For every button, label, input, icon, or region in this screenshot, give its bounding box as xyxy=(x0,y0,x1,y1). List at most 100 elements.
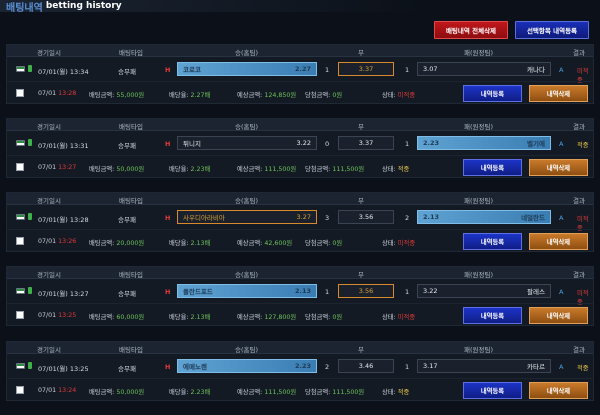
win-amount: 당첨금액: 0원 xyxy=(305,90,342,99)
delete-detail-button[interactable]: 내역삭제 xyxy=(529,382,588,399)
bet-card: 경기일시 배팅타입 승(홈팀) 무 패(원정팀) 결과 07/01(월) 13:… xyxy=(6,192,594,252)
expected-label: 예상금액: xyxy=(237,314,263,321)
col-date: 경기일시 xyxy=(37,123,61,131)
draw-odds-button[interactable]: 3.56 xyxy=(338,284,394,298)
home-odds-button[interactable]: 에메노렌 2.23 xyxy=(177,359,317,373)
col-lose: 패(원정팀) xyxy=(464,346,493,354)
bet-date: 07/01 xyxy=(38,312,57,319)
odds-rate-value: 2.23배 xyxy=(190,389,211,396)
result-marker: A xyxy=(559,363,564,371)
odds-rate-value: 2.13배 xyxy=(190,314,211,321)
bet-amount: 배팅금액: 50,000원 xyxy=(89,164,144,173)
select-checkbox[interactable] xyxy=(16,237,24,245)
card-header: 경기일시 배팅타입 승(홈팀) 무 패(원정팀) 결과 xyxy=(7,119,593,131)
col-date: 경기일시 xyxy=(37,346,61,354)
away-score: 1 xyxy=(405,66,410,74)
draw-odds-button[interactable]: 3.37 xyxy=(338,136,394,150)
home-odds: 2.27 xyxy=(294,65,311,73)
match-time: 07/01(월) 13:25 xyxy=(38,365,89,373)
away-team: 벨기에 xyxy=(527,140,545,148)
draw-odds-button[interactable]: 3.37 xyxy=(338,62,394,76)
win-amount: 당첨금액: 111,500원 xyxy=(305,387,364,396)
register-detail-button[interactable]: 내역등록 xyxy=(463,159,522,176)
home-team: 폴란드포드 xyxy=(183,288,213,296)
home-odds: 2.23 xyxy=(294,362,311,370)
home-odds-button[interactable]: 튀니지 3.22 xyxy=(177,136,317,150)
home-odds-button[interactable]: 코로코 2.27 xyxy=(177,62,317,76)
expected-amount: 예상금액: 111,500원 xyxy=(237,164,296,173)
home-score: 2 xyxy=(325,363,330,371)
bet-card: 경기일시 배팅타입 승(홈팀) 무 패(원정팀) 결과 07/01(월) 13:… xyxy=(6,341,594,401)
col-type: 배팅타입 xyxy=(119,346,143,354)
col-win: 승(홈팀) xyxy=(235,197,259,205)
match-time: 07/01(월) 13:28 xyxy=(38,216,89,224)
away-odds-button[interactable]: 2.23 벨기에 xyxy=(417,136,551,150)
win-amount-value: 111,500원 xyxy=(332,166,365,173)
away-odds-button[interactable]: 3.22 팔레스 xyxy=(417,284,551,298)
league-flag-icon xyxy=(16,66,25,72)
bet-amount-label: 배팅금액: xyxy=(89,314,115,321)
bet-time: 13:25 xyxy=(58,312,77,319)
col-result: 결과 xyxy=(573,197,585,205)
odds-rate-label: 배당율: xyxy=(169,166,189,173)
bet-date: 07/01 xyxy=(38,90,57,97)
home-score: 1 xyxy=(325,288,330,296)
bet-info-row: 07/01 13:24 배팅금액: 50,000원 배당율: 2.23배 예상금… xyxy=(7,378,593,401)
win-amount-value: 111,500원 xyxy=(332,389,365,396)
away-score: 1 xyxy=(405,288,410,296)
bet-amount-value: 50,000원 xyxy=(116,166,145,173)
draw-odds: 3.56 xyxy=(358,287,374,295)
bet-date: 07/01 xyxy=(38,164,57,171)
result-status: 미적중 xyxy=(577,68,589,84)
home-odds: 2.13 xyxy=(294,287,311,295)
odds-rate-label: 배당율: xyxy=(169,92,189,99)
away-odds-button[interactable]: 3.07 캐나다 xyxy=(417,62,551,76)
home-marker: H xyxy=(165,363,171,371)
away-score: 1 xyxy=(405,363,410,371)
select-checkbox[interactable] xyxy=(16,89,24,97)
odds-rate-value: 2.13배 xyxy=(190,240,211,247)
bet-status: 상태: 미적중 xyxy=(382,312,415,321)
select-checkbox[interactable] xyxy=(16,386,24,394)
result-status: 미적중 xyxy=(577,290,589,306)
result-marker: A xyxy=(559,66,564,74)
draw-odds-button[interactable]: 3.46 xyxy=(338,359,394,373)
delete-detail-button[interactable]: 내역삭제 xyxy=(529,159,588,176)
delete-all-button[interactable]: 배팅내역 전체삭제 xyxy=(434,21,508,39)
delete-detail-button[interactable]: 내역삭제 xyxy=(529,307,588,324)
win-amount-label: 당첨금액: xyxy=(305,92,331,99)
bet-type: 승무패 xyxy=(118,290,136,298)
away-team: 캐나다 xyxy=(527,66,545,74)
status-value: 미적중 xyxy=(397,314,416,321)
draw-odds-button[interactable]: 3.56 xyxy=(338,210,394,224)
home-odds-button[interactable]: 폴란드포드 2.13 xyxy=(177,284,317,298)
register-detail-button[interactable]: 내역등록 xyxy=(463,382,522,399)
home-odds-button[interactable]: 사우디아라비아 3.27 xyxy=(177,210,317,224)
register-detail-button[interactable]: 내역등록 xyxy=(463,307,522,324)
register-selected-button[interactable]: 선택항목 내역등록 xyxy=(515,21,589,39)
delete-detail-button[interactable]: 내역삭제 xyxy=(529,233,588,250)
odds-rate-value: 2.27배 xyxy=(190,92,211,99)
sport-icon xyxy=(28,65,32,72)
draw-odds: 3.46 xyxy=(358,362,374,370)
select-checkbox[interactable] xyxy=(16,311,24,319)
select-checkbox[interactable] xyxy=(16,163,24,171)
expected-value: 127,800원 xyxy=(264,314,297,321)
col-lose: 패(원정팀) xyxy=(464,123,493,131)
result-status: 미적중 xyxy=(577,216,589,232)
register-detail-button[interactable]: 내역등록 xyxy=(463,233,522,250)
league-flag-icon xyxy=(16,214,25,220)
register-detail-button[interactable]: 내역등록 xyxy=(463,85,522,102)
bet-card: 경기일시 배팅타입 승(홈팀) 무 패(원정팀) 결과 07/01(월) 13:… xyxy=(6,118,594,178)
bet-type: 승무패 xyxy=(118,68,136,76)
result-marker: A xyxy=(559,140,564,148)
bet-card: 경기일시 배팅타입 승(홈팀) 무 패(원정팀) 결과 07/01(월) 13:… xyxy=(6,44,594,104)
away-odds-button[interactable]: 3.17 카타르 xyxy=(417,359,551,373)
bet-amount-value: 55,000원 xyxy=(116,92,145,99)
status-label: 상태: xyxy=(382,92,396,99)
col-draw: 무 xyxy=(358,49,364,57)
away-odds-button[interactable]: 2.13 네덜란드 xyxy=(417,210,551,224)
bet-amount-label: 배팅금액: xyxy=(89,166,115,173)
match-row: 07/01(월) 13:28 승무패 H 사우디아라비아 3.27 3 3.56… xyxy=(7,206,593,232)
delete-detail-button[interactable]: 내역삭제 xyxy=(529,85,588,102)
